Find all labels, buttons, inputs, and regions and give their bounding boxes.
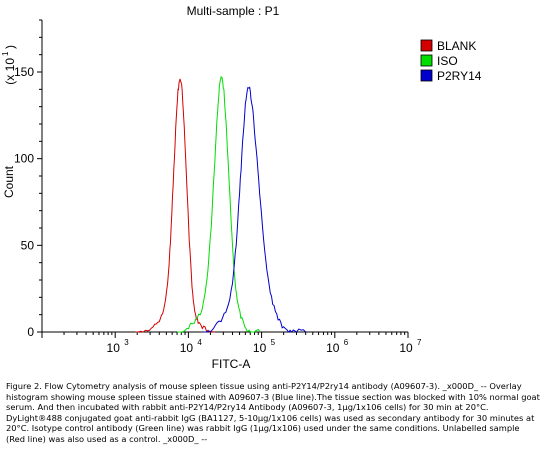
figure-caption: Figure 2. Flow Cytometry analysis of mou… [6,381,542,445]
x-tick-label-base: 10 [180,341,194,355]
caption-line: 20°C. Isotype control antibody (Green li… [6,423,520,434]
legend-label: ISO [437,54,458,68]
y-tick-label: 100 [14,152,34,166]
y-tick-label: 50 [21,238,35,252]
x-tick-label-exp: 6 [344,338,349,347]
x-axis-label: FITC-A [212,357,251,371]
series-line-blank [135,78,215,333]
x-tick-label-exp: 7 [417,338,422,347]
legend-label: BLANK [437,39,476,53]
series-line-p2ry14 [203,86,307,333]
legend-swatch [420,54,433,67]
caption-line: serum. And then incubated with rabbit an… [6,402,489,413]
x-tick-label-base: 10 [326,341,340,355]
y-multiplier-exp: 1 [1,51,10,56]
legend-swatch [420,39,433,52]
x-tick-label-base: 10 [107,341,121,355]
x-tick-label-exp: 5 [271,338,276,347]
y-tick-label: 0 [27,325,34,339]
x-tick-label-exp: 4 [197,338,202,347]
caption-line: (Red line) was also used as a control. _… [6,433,208,444]
x-tick-label-base: 10 [399,341,413,355]
x-tick-label-base: 10 [253,341,267,355]
y-multiplier-label: (x 10 [3,58,17,85]
y-multiplier-close: ) [3,45,17,49]
legend-swatch [420,69,433,82]
caption-line: DyLight®488 conjugated goat anti-rabbit … [6,412,535,423]
y-axis-label: Count [2,165,16,198]
caption-line: Figure 2. Flow Cytometry analysis of mou… [6,381,522,391]
caption-line: histogram showing mouse spleen tissue st… [6,391,540,402]
legend-label: P2RY14 [437,69,482,83]
series-line-iso [177,75,261,333]
x-tick-label-exp: 3 [124,338,129,347]
y-tick-label: 150 [14,65,34,79]
chart-title: Multi-sample : P1 [187,4,280,18]
